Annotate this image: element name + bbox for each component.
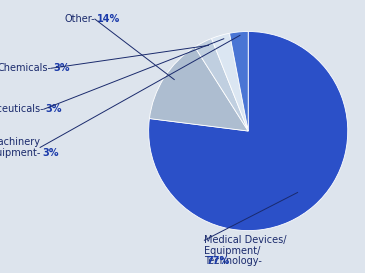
Text: Pharmaceuticals-: Pharmaceuticals- (0, 104, 44, 114)
Text: 3%: 3% (46, 104, 62, 114)
Text: Equipment/: Equipment/ (204, 246, 261, 256)
Wedge shape (212, 33, 248, 131)
Wedge shape (195, 38, 248, 131)
Text: Medical Devices/: Medical Devices/ (204, 235, 287, 245)
Text: Industrial Machinery: Industrial Machinery (0, 137, 40, 147)
Text: 77%: 77% (206, 256, 230, 266)
Wedge shape (230, 31, 248, 131)
Text: 3%: 3% (53, 63, 69, 73)
Wedge shape (149, 31, 348, 231)
Text: 14%: 14% (97, 14, 120, 24)
Wedge shape (149, 47, 248, 131)
Text: Other-: Other- (64, 14, 95, 24)
Text: Technology-: Technology- (204, 256, 262, 266)
Text: & Equipment-: & Equipment- (0, 148, 40, 158)
Text: Chemicals-: Chemicals- (0, 63, 51, 73)
Text: 3%: 3% (42, 148, 58, 158)
